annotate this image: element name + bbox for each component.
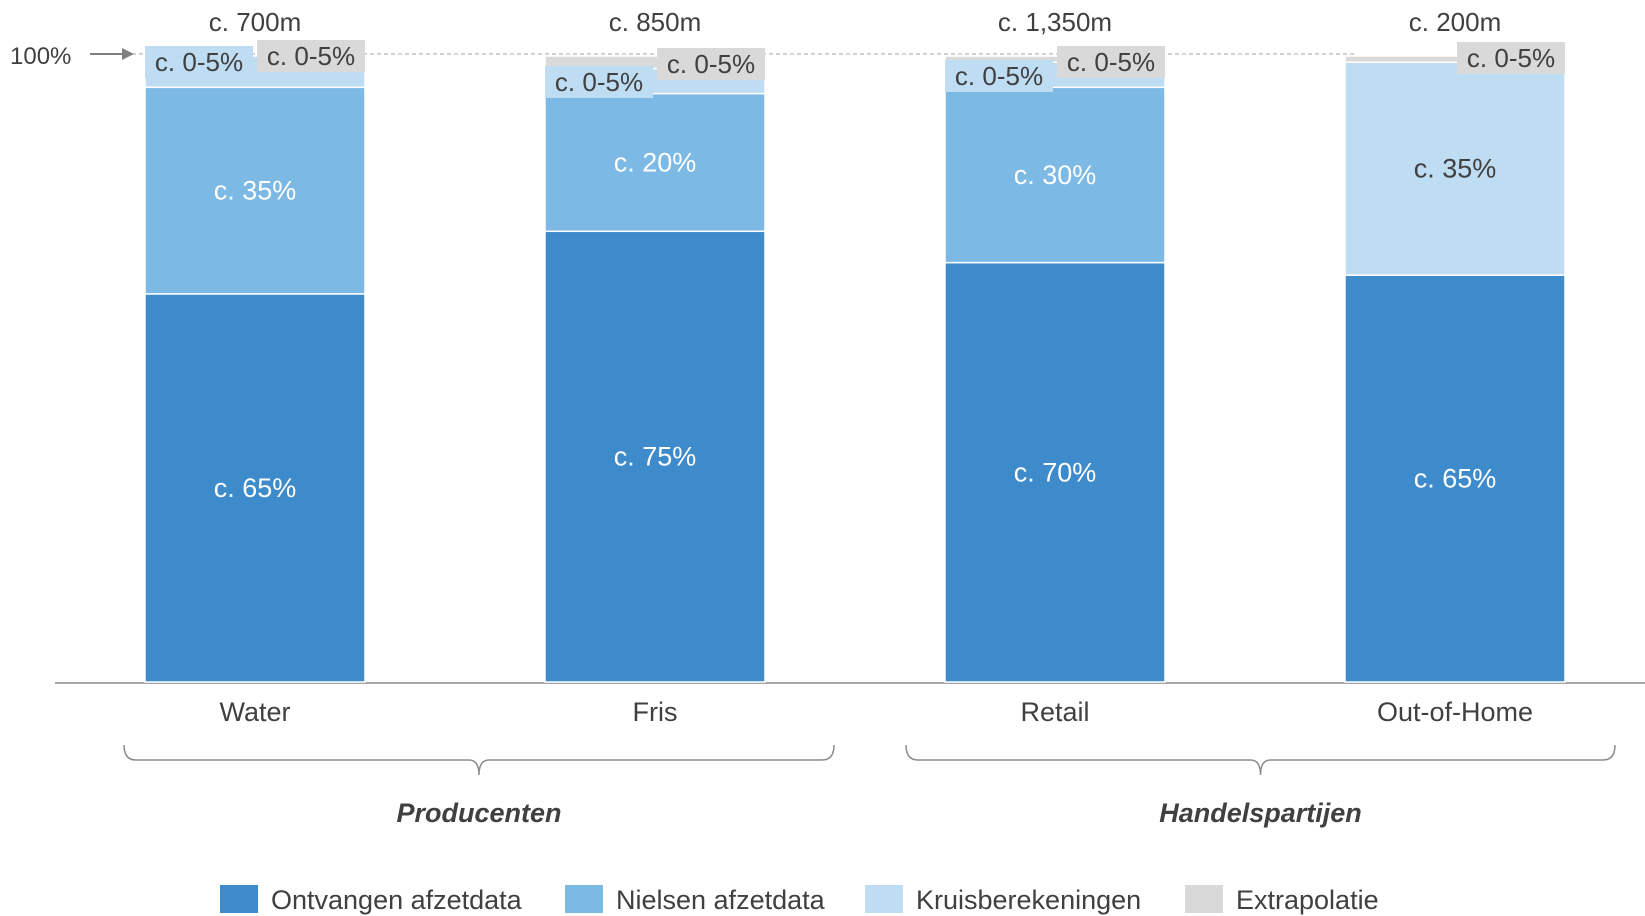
group-brace-1: [905, 744, 1616, 776]
data-label-water-1: c. 35%: [214, 176, 297, 206]
callout-label-fris-3: c. 0-5%: [667, 49, 755, 79]
bar-segment-water-0: [144, 293, 366, 683]
callout-label-out-of-home-3: c. 0-5%: [1467, 43, 1555, 73]
legend-label-0: Ontvangen afzetdata: [271, 885, 523, 915]
group-label-1: Handelspartijen: [1159, 798, 1362, 828]
legend-swatch-0: [220, 885, 258, 913]
callout-box-water-2: [145, 46, 253, 78]
callout-box-retail-3: [1057, 46, 1165, 78]
legend-swatch-3: [1185, 885, 1223, 913]
category-label-fris: Fris: [633, 697, 678, 727]
legend-label-1: Nielsen afzetdata: [616, 885, 826, 915]
total-label-retail: c. 1,350m: [998, 7, 1112, 37]
data-label-retail-0: c. 70%: [1014, 457, 1097, 487]
data-label-fris-0: c. 75%: [614, 442, 697, 472]
callout-box-fris-2: [545, 66, 653, 98]
reference-label: 100%: [10, 43, 71, 70]
callout-box-retail-2: [945, 60, 1053, 92]
data-label-out-of-home-2: c. 35%: [1414, 154, 1497, 184]
reference-arrow-head: [122, 48, 134, 60]
callout-label-retail-2: c. 0-5%: [955, 61, 1043, 91]
callout-label-retail-3: c. 0-5%: [1067, 47, 1155, 77]
data-label-water-0: c. 65%: [214, 473, 297, 503]
bar-segment-fris-0: [544, 230, 766, 683]
callout-box-fris-3: [657, 48, 765, 80]
bar-segment-out-of-home-2: [1344, 61, 1566, 276]
callout-box-out-of-home-3: [1457, 42, 1565, 74]
group-brace-0: [123, 744, 835, 776]
total-label-water: c. 700m: [209, 7, 302, 37]
total-label-fris: c. 850m: [609, 7, 702, 37]
bar-segment-out-of-home-0: [1344, 274, 1566, 683]
legend-label-2: Kruisberekeningen: [916, 885, 1141, 915]
bar-segment-fris-1: [544, 92, 766, 233]
legend-swatch-1: [565, 885, 603, 913]
legend-swatch-2: [865, 885, 903, 913]
callout-label-fris-2: c. 0-5%: [555, 67, 643, 97]
bar-segment-retail-1: [944, 86, 1166, 264]
category-label-retail: Retail: [1020, 697, 1089, 727]
group-label-0: Producenten: [396, 798, 561, 828]
callout-box-water-3: [257, 40, 365, 72]
bar-segment-water-1: [144, 86, 366, 295]
data-label-out-of-home-0: c. 65%: [1414, 464, 1497, 494]
total-label-out-of-home: c. 200m: [1409, 7, 1502, 37]
bar-segment-retail-0: [944, 261, 1166, 683]
data-label-fris-1: c. 20%: [614, 147, 697, 177]
callout-label-water-3: c. 0-5%: [267, 41, 355, 71]
data-label-retail-1: c. 30%: [1014, 160, 1097, 190]
legend-label-3: Extrapolatie: [1236, 885, 1379, 915]
category-label-water: Water: [219, 697, 290, 727]
callout-label-water-2: c. 0-5%: [155, 47, 243, 77]
category-label-out-of-home: Out-of-Home: [1377, 697, 1533, 727]
